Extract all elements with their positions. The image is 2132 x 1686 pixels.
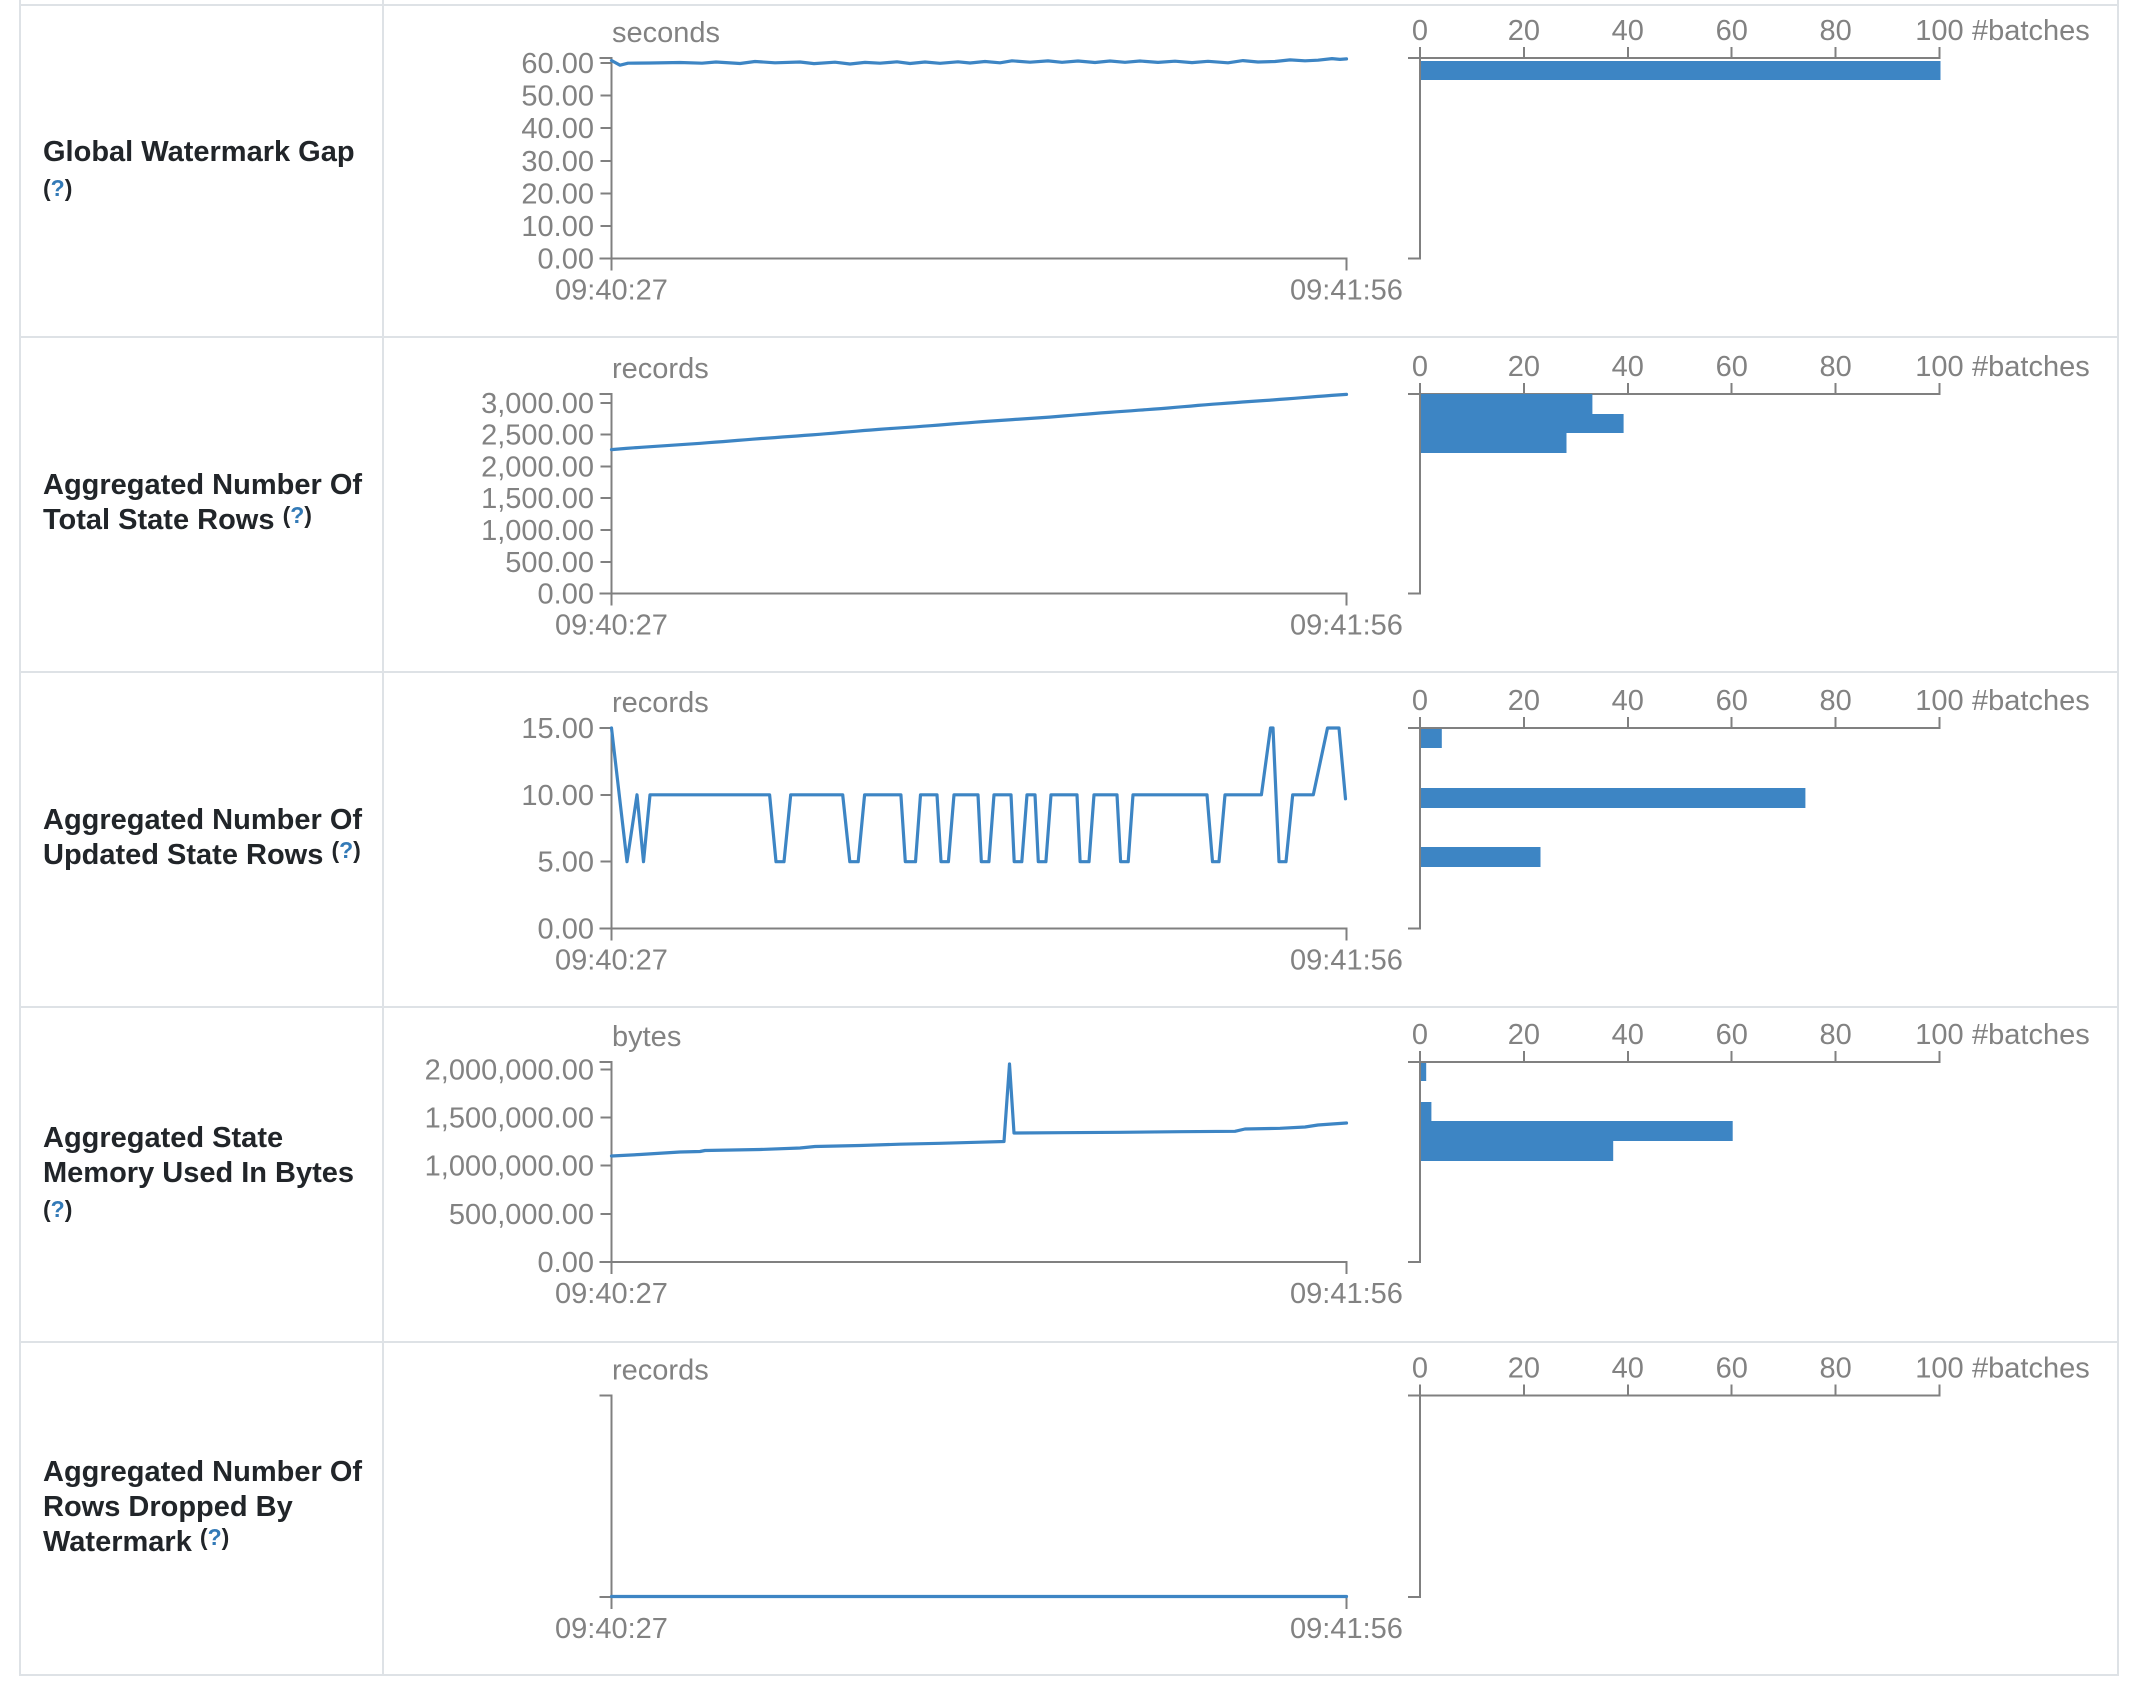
svg-text:09:41:56: 09:41:56 (1290, 945, 1403, 977)
svg-text:0.00: 0.00 (538, 1247, 594, 1279)
svg-text:0: 0 (1412, 351, 1428, 383)
svg-text:records: records (612, 1355, 709, 1387)
svg-text:09:40:27: 09:40:27 (555, 1613, 668, 1645)
svg-text:#batches: #batches (1972, 685, 2090, 717)
svg-text:#batches: #batches (1972, 15, 2090, 47)
svg-text:40: 40 (1612, 351, 1644, 383)
svg-text:#batches: #batches (1972, 351, 2090, 383)
svg-text:30.00: 30.00 (521, 146, 594, 178)
svg-text:20: 20 (1508, 351, 1540, 383)
svg-text:1,500.00: 1,500.00 (481, 483, 594, 515)
svg-text:09:40:27: 09:40:27 (555, 275, 668, 307)
svg-text:09:41:56: 09:41:56 (1290, 1278, 1403, 1310)
svg-text:40.00: 40.00 (521, 113, 594, 145)
svg-text:50.00: 50.00 (521, 81, 594, 113)
svg-text:100: 100 (1915, 351, 1963, 383)
svg-text:2,500.00: 2,500.00 (481, 420, 594, 452)
svg-text:0.00: 0.00 (538, 914, 594, 946)
svg-text:09:40:27: 09:40:27 (555, 610, 668, 642)
svg-text:seconds: seconds (612, 17, 720, 49)
svg-text:20: 20 (1508, 15, 1540, 47)
svg-text:40: 40 (1612, 1353, 1644, 1385)
svg-text:40: 40 (1612, 15, 1644, 47)
svg-text:500,000.00: 500,000.00 (449, 1199, 594, 1231)
svg-text:0.00: 0.00 (538, 244, 594, 276)
svg-text:60: 60 (1716, 1019, 1748, 1051)
svg-text:09:41:56: 09:41:56 (1290, 1613, 1403, 1645)
svg-text:60: 60 (1716, 351, 1748, 383)
svg-text:10.00: 10.00 (521, 211, 594, 243)
svg-text:0: 0 (1412, 1353, 1428, 1385)
svg-text:500.00: 500.00 (505, 547, 594, 579)
svg-text:60.00: 60.00 (521, 48, 594, 80)
svg-text:100: 100 (1915, 1019, 1963, 1051)
svg-text:0: 0 (1412, 685, 1428, 717)
svg-text:80: 80 (1819, 685, 1851, 717)
svg-text:100: 100 (1915, 1353, 1963, 1385)
svg-text:20: 20 (1508, 1353, 1540, 1385)
svg-text:20: 20 (1508, 1019, 1540, 1051)
svg-text:80: 80 (1819, 15, 1851, 47)
svg-text:0: 0 (1412, 15, 1428, 47)
svg-text:0: 0 (1412, 1019, 1428, 1051)
svg-text:1,000.00: 1,000.00 (481, 515, 594, 547)
svg-text:3,000.00: 3,000.00 (481, 388, 594, 420)
svg-text:20: 20 (1508, 685, 1540, 717)
svg-text:80: 80 (1819, 1019, 1851, 1051)
svg-text:1,000,000.00: 1,000,000.00 (425, 1151, 594, 1183)
svg-text:100: 100 (1915, 685, 1963, 717)
svg-text:40: 40 (1612, 1019, 1644, 1051)
svg-text:0.00: 0.00 (538, 579, 594, 611)
svg-text:bytes: bytes (612, 1021, 681, 1053)
svg-text:10.00: 10.00 (521, 780, 594, 812)
svg-text:09:40:27: 09:40:27 (555, 1278, 668, 1310)
svg-text:1,500,000.00: 1,500,000.00 (425, 1103, 594, 1135)
svg-text:2,000.00: 2,000.00 (481, 452, 594, 484)
svg-text:20.00: 20.00 (521, 178, 594, 210)
svg-text:records: records (612, 353, 709, 385)
svg-text:60: 60 (1716, 685, 1748, 717)
svg-text:2,000,000.00: 2,000,000.00 (425, 1054, 594, 1086)
svg-text:80: 80 (1819, 351, 1851, 383)
svg-text:80: 80 (1819, 1353, 1851, 1385)
svg-text:09:40:27: 09:40:27 (555, 945, 668, 977)
svg-text:5.00: 5.00 (538, 847, 594, 879)
svg-text:#batches: #batches (1972, 1353, 2090, 1385)
svg-text:40: 40 (1612, 685, 1644, 717)
svg-text:records: records (612, 687, 709, 719)
svg-text:09:41:56: 09:41:56 (1290, 275, 1403, 307)
svg-text:09:41:56: 09:41:56 (1290, 610, 1403, 642)
svg-text:60: 60 (1716, 15, 1748, 47)
svg-text:60: 60 (1716, 1353, 1748, 1385)
svg-text:15.00: 15.00 (521, 713, 594, 745)
svg-text:100: 100 (1915, 15, 1963, 47)
svg-text:#batches: #batches (1972, 1019, 2090, 1051)
